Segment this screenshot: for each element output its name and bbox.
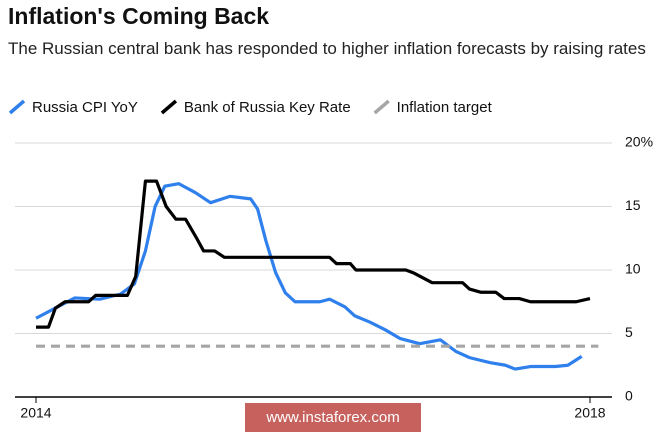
chart-title: Inflation's Coming Back — [8, 3, 269, 29]
legend-swatch — [373, 99, 390, 115]
watermark-box — [245, 403, 421, 432]
subtitle-box: The Russian central bank has responded t… — [8, 39, 646, 58]
legend-swatch — [8, 99, 26, 115]
plot: 0 5 10 15 20% 2014 2018 — [15, 134, 653, 421]
legend-label: Inflation target — [397, 99, 493, 116]
y-tick-label: 15 — [625, 197, 641, 213]
x-tick-label: 2014 — [20, 405, 51, 421]
legend-swatch — [160, 99, 178, 115]
x-tick-label: 2018 — [574, 405, 605, 421]
y-tick-label: 5 — [625, 324, 633, 340]
legend: Russia CPI YoY Bank of Russia Key Rate Inf… — [8, 99, 493, 116]
watermark: www.instaforex.com — [265, 409, 399, 426]
series-line — [35, 182, 583, 371]
series-line — [36, 179, 591, 329]
y-tick-label: 20% — [625, 134, 653, 150]
chart-subtitle: The Russian central bank has responded t… — [8, 39, 646, 58]
legend-label: Russia CPI YoY — [32, 99, 138, 116]
y-tick-label: 10 — [625, 261, 641, 277]
legend-label: Bank of Russia Key Rate — [184, 99, 351, 116]
y-tick-label: 0 — [625, 388, 633, 404]
